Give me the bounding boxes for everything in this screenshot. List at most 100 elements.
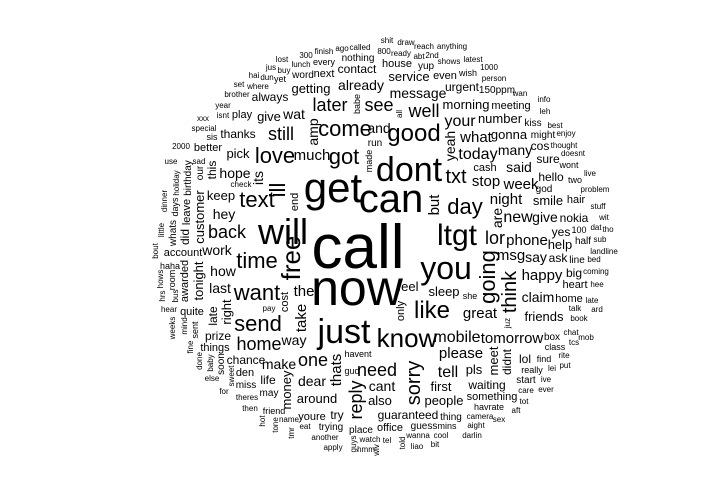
cloud-word: lor bbox=[485, 228, 505, 248]
cloud-word: for bbox=[219, 387, 229, 396]
cloud-word: people bbox=[424, 393, 463, 408]
cloud-word: hai bbox=[249, 71, 260, 80]
cloud-word: big bbox=[566, 266, 582, 280]
cloud-word: wan bbox=[512, 89, 528, 98]
cloud-word: find bbox=[537, 354, 552, 364]
cloud-word: cash bbox=[473, 162, 496, 174]
cloud-word: 100 bbox=[571, 225, 586, 235]
cloud-word: trying bbox=[319, 422, 343, 433]
cloud-word: every bbox=[313, 57, 336, 67]
cloud-word: ltgt bbox=[437, 219, 478, 252]
cloud-word: hot bbox=[258, 415, 267, 427]
cloud-word: only bbox=[395, 300, 407, 321]
cloud-word: need bbox=[357, 360, 397, 380]
cloud-word: bout bbox=[151, 242, 160, 258]
cloud-word: one bbox=[298, 350, 328, 370]
cloud-word: called bbox=[350, 43, 371, 52]
cloud-word: haha bbox=[160, 261, 180, 271]
cloud-word: sleep bbox=[428, 284, 459, 299]
cloud-word: rite bbox=[558, 351, 570, 360]
cloud-word: wont bbox=[558, 160, 579, 170]
cloud-word: pick bbox=[226, 146, 250, 161]
cloud-word: lol bbox=[519, 352, 531, 366]
cloud-word: gonna bbox=[491, 127, 528, 142]
cloud-word: msg bbox=[497, 247, 525, 264]
cloud-word: friend bbox=[263, 406, 286, 416]
cloud-word: doesnt bbox=[561, 149, 586, 158]
cloud-word: lei bbox=[548, 364, 556, 373]
cloud-word: word bbox=[291, 70, 314, 81]
cloud-word: sorry bbox=[403, 361, 425, 405]
cloud-word: office bbox=[377, 422, 403, 434]
cloud-word: book bbox=[570, 314, 588, 323]
cloud-word: little bbox=[157, 222, 166, 237]
cloud-word: two bbox=[568, 175, 582, 185]
cloud-word: miss bbox=[236, 380, 257, 391]
cloud-word: are bbox=[489, 208, 505, 228]
cloud-word: its bbox=[250, 171, 266, 185]
cloud-word: home bbox=[236, 334, 281, 354]
cloud-word: thought bbox=[551, 141, 578, 150]
cloud-word: well bbox=[407, 101, 439, 121]
cloud-word: tot bbox=[520, 397, 530, 406]
cloud-word: going bbox=[475, 250, 500, 304]
cloud-word: night bbox=[490, 191, 523, 208]
cloud-word: baby bbox=[206, 354, 215, 371]
cloud-word: always bbox=[252, 90, 289, 104]
cloud-word: phone bbox=[506, 232, 548, 249]
cloud-word: something bbox=[467, 391, 518, 403]
cloud-word: today bbox=[458, 146, 497, 163]
cloud-word: cos bbox=[531, 139, 550, 153]
cloud-word: nokia bbox=[560, 211, 589, 225]
cloud-word: camera bbox=[467, 412, 494, 421]
cloud-word: start bbox=[516, 375, 536, 386]
cloud-word: great bbox=[463, 305, 498, 322]
cloud-word: yup bbox=[418, 61, 435, 72]
cloud-word: awarded bbox=[179, 260, 191, 302]
cloud-word: now bbox=[311, 260, 404, 316]
cloud-word: leh bbox=[540, 107, 551, 116]
cloud-word: ive bbox=[541, 375, 552, 384]
cloud-word: juz bbox=[503, 318, 512, 329]
cloud-word: money bbox=[279, 370, 294, 410]
cloud-word: time bbox=[236, 248, 278, 273]
cloud-word: last bbox=[209, 280, 231, 296]
cloud-word: whats bbox=[168, 220, 179, 247]
cloud-word: what bbox=[459, 129, 493, 146]
cloud-word: may bbox=[260, 388, 279, 399]
cloud-word: holiday bbox=[172, 170, 181, 195]
cloud-word: claim bbox=[522, 289, 555, 305]
cloud-word: wish bbox=[458, 68, 477, 78]
cloud-word: brother bbox=[224, 90, 250, 99]
cloud-word: contact bbox=[338, 62, 377, 76]
cloud-word: you bbox=[420, 250, 472, 286]
cloud-word: stuff bbox=[591, 202, 607, 211]
cloud-word: then bbox=[242, 404, 258, 413]
cloud-word: all bbox=[395, 110, 404, 118]
cloud-word: sub bbox=[594, 235, 607, 244]
cloud-word: sis bbox=[207, 132, 218, 142]
cloud-word: made bbox=[364, 150, 374, 173]
cloud-word: come bbox=[318, 116, 372, 141]
cloud-word: right bbox=[219, 299, 234, 325]
cloud-word: wat bbox=[282, 106, 305, 122]
cloud-word: fine bbox=[186, 340, 195, 353]
cloud-word: special bbox=[192, 124, 217, 133]
cloud-word: ago bbox=[335, 44, 349, 53]
cloud-word: how bbox=[210, 263, 237, 279]
cloud-word: else bbox=[205, 374, 220, 383]
cloud-word: hee bbox=[590, 280, 604, 289]
cloud-word: pls bbox=[466, 362, 483, 377]
cloud-word: text bbox=[239, 187, 274, 212]
cloud-word: still bbox=[268, 124, 294, 144]
cloud-word: sure bbox=[536, 152, 560, 166]
cloud-word: 800 bbox=[377, 47, 391, 56]
cloud-word: later bbox=[312, 95, 347, 115]
cloud-word: tell bbox=[438, 364, 458, 381]
cloud-word: customer bbox=[192, 190, 207, 244]
cloud-word: give bbox=[257, 109, 281, 124]
cloud-word: tmr bbox=[287, 427, 296, 439]
cloud-word: babe bbox=[352, 94, 362, 114]
cloud-word: meet bbox=[486, 346, 501, 375]
cloud-word: way bbox=[281, 332, 307, 348]
